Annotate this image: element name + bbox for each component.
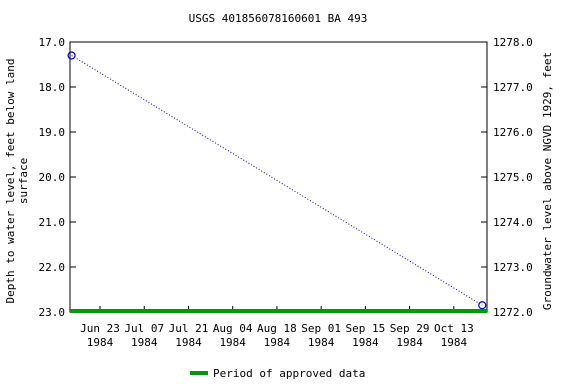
x-tick-label: Sep 01 1984: [301, 322, 341, 349]
x-tick-label: Aug 04 1984: [213, 322, 253, 349]
data-line: [71, 55, 483, 306]
plot-frame: [69, 41, 488, 313]
y2-axis-label: Groundwater level above NGVD 1929, feet: [541, 52, 554, 310]
x-tick-label: Jul 21 1984: [169, 322, 209, 349]
y-tick-label: 19.0: [39, 126, 66, 139]
chart-title: USGS 401856078160601 BA 493: [189, 12, 368, 25]
y2-tick-label: 1278.0: [493, 36, 533, 49]
x-tick-label: Jul 07 1984: [124, 322, 164, 349]
y2-tick-label: 1276.0: [493, 126, 533, 139]
y-tick-label: 20.0: [39, 171, 66, 184]
y2-tick-label: 1275.0: [493, 171, 533, 184]
x-tick-label: Aug 18 1984: [257, 322, 297, 349]
y-tick-label: 22.0: [39, 261, 66, 274]
y2-tick-label: 1272.0: [493, 306, 533, 319]
data-point: [67, 51, 76, 60]
x-tick-label: Jun 23 1984: [80, 322, 120, 349]
y-tick-label: 21.0: [39, 216, 66, 229]
y-tick-label: 23.0: [39, 306, 66, 319]
x-tick-label: Oct 13 1984: [434, 322, 474, 349]
y-tick-label: 18.0: [39, 81, 66, 94]
y-tick-label: 17.0: [39, 36, 66, 49]
data-point: [478, 301, 487, 310]
y-axis-label: Depth to water level, feet below land: [4, 58, 17, 303]
y2-tick-label: 1273.0: [493, 261, 533, 274]
x-tick-label: Sep 29 1984: [390, 322, 430, 349]
x-tick-label: Sep 15 1984: [346, 322, 386, 349]
y2-tick-label: 1274.0: [493, 216, 533, 229]
legend-label: Period of approved data: [213, 367, 365, 380]
y-axis-label: surface: [17, 158, 30, 204]
y2-tick-label: 1277.0: [493, 81, 533, 94]
approved-period-bar: [70, 309, 487, 313]
